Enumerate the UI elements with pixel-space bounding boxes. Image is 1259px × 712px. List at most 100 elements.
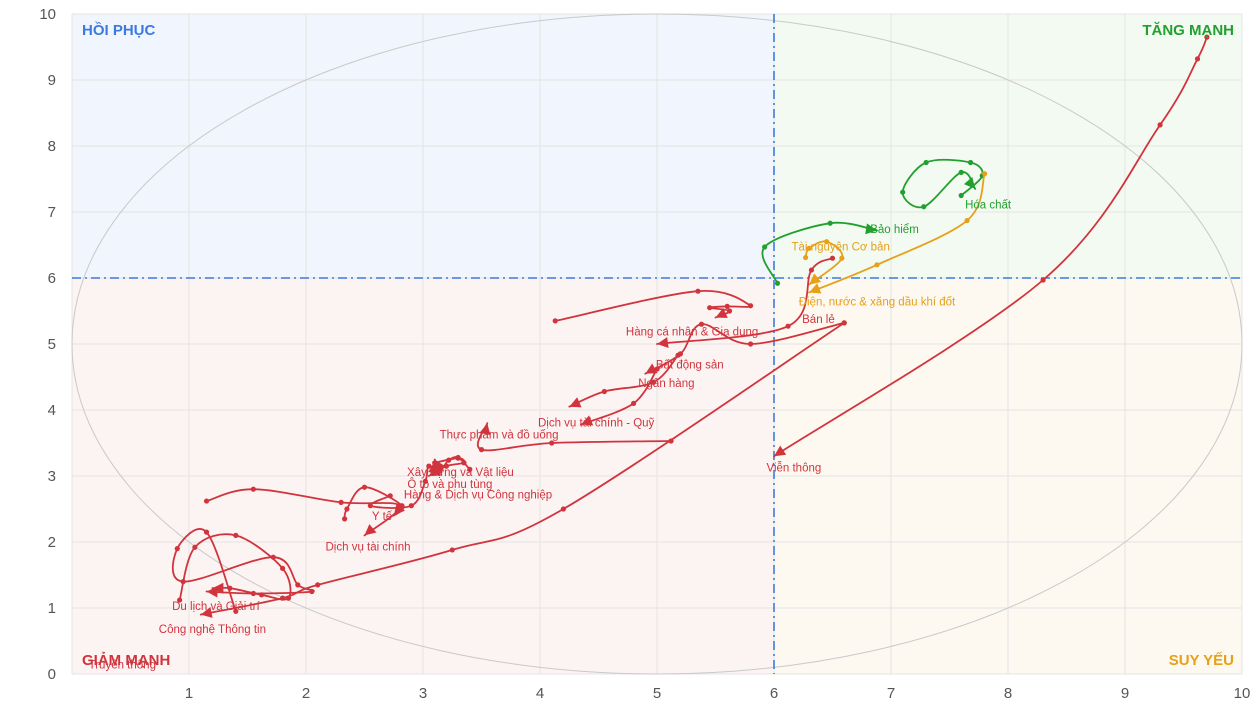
series-label-vien-thong: Viễn thông: [766, 461, 821, 474]
data-point-truyen-thong: [250, 590, 256, 597]
x-tick-label: 7: [887, 685, 895, 702]
y-tick-label: 8: [48, 138, 56, 155]
arrow-head-dien-nuoc-xang-dau-khi-dot: [809, 273, 822, 285]
data-point-hang-ca-nhan-gia-dung: [552, 318, 558, 324]
series-dien-nuoc-xang-dau-khi-dot: [802, 239, 845, 286]
data-point-dich-vu-tai-chinh: [338, 499, 344, 505]
series-tai-nguyen-co-ban: [808, 171, 988, 294]
data-point-tai-nguyen-co-ban: [964, 217, 970, 224]
y-tick-label: 1: [48, 600, 56, 617]
data-point-hoa-chat: [900, 189, 906, 195]
data-point-ngan-hang: [601, 388, 607, 395]
data-point-hang-ca-nhan-gia-dung: [707, 305, 713, 311]
data-point-hang-dich-vu-cong-nghiep: [408, 503, 414, 509]
series-label-dich-vu-tai-chinh-quy: Dịch vụ tài chính - Quỹ: [538, 418, 655, 430]
arrow-head-hoa-chat: [963, 176, 976, 189]
data-point-truyen-thong: [295, 582, 301, 588]
series-label-o-to-va-phu-tung: Ô tô và phụ tùng: [407, 478, 492, 491]
data-point-y-te: [342, 516, 348, 522]
series-label-du-lich-va-giai-tri: Du lịch và Giải trí: [172, 601, 260, 613]
quadrant-label-bottom-left: GIẢM MẠNH: [82, 652, 170, 669]
axis-ticks: 1 2 3 4 5 6 7 8 9 10 0 1 2 3 4 5 6 7 8 9 10: [39, 6, 1250, 702]
series-label-thuc-pham-va-do-uong: Thực phẩm và đồ uống: [440, 429, 559, 441]
series-label-dich-vu-tai-chinh: Dịch vụ tài chính: [326, 542, 411, 554]
quadrant-labels: HỒI PHỤC TĂNG MẠNH GIẢM MẠNH SUY YẾU: [82, 21, 1234, 669]
series-dich-vu-tai-chinh-quy: [580, 366, 660, 426]
y-tick-label: 0: [48, 666, 56, 683]
data-point-hang-ca-nhan-gia-dung: [726, 308, 733, 314]
series-label-bao-hiem: Bảo hiểm: [870, 224, 919, 236]
data-point-bat-dong-san: [748, 341, 754, 347]
arrow-head-bat-dong-san: [645, 363, 658, 374]
series-ngan-hang: [568, 352, 681, 408]
data-point-hoa-chat: [958, 169, 964, 175]
x-tick-label: 2: [302, 685, 310, 702]
data-point-hang-dich-vu-cong-nghiep: [422, 478, 428, 484]
data-point-dich-vu-tai-chinh-quy: [631, 400, 637, 406]
data-point-cong-nghe-thong-tin: [280, 595, 286, 601]
data-point-bat-dong-san: [698, 321, 705, 327]
data-point-du-lich-va-giai-tri: [280, 565, 286, 572]
series-label-hoa-chat: Hóa chất: [965, 200, 1012, 212]
y-tick-label: 9: [48, 72, 56, 89]
y-tick-label: 2: [48, 534, 56, 551]
data-point-bao-hiem: [827, 220, 833, 226]
data-point-dien-nuoc-xang-dau-khi-dot: [839, 255, 845, 261]
x-tick-label: 8: [1004, 685, 1012, 702]
data-point-hang-ca-nhan-gia-dung: [748, 303, 754, 309]
data-point-ban-le: [785, 323, 791, 329]
data-point-o-to-va-phu-tung: [461, 460, 467, 466]
data-point-dich-vu-tai-chinh: [203, 498, 210, 504]
series-label-y-te: Y tế: [372, 511, 393, 523]
x-tick-label: 1: [185, 685, 193, 702]
y-tick-label: 6: [48, 270, 56, 287]
data-point-y-te: [361, 484, 368, 490]
data-point-truyen-thong: [203, 529, 210, 535]
data-point-cong-nghe-thong-tin: [560, 506, 567, 512]
data-point-dich-vu-tai-chinh: [250, 486, 256, 492]
series-label-bat-dong-san: Bất động sản: [656, 359, 724, 371]
data-point-truyen-thong: [233, 608, 239, 614]
data-point-ban-le: [829, 255, 836, 261]
arrow-head-du-lich-va-giai-tri: [212, 582, 224, 594]
y-tick-label: 10: [39, 6, 56, 23]
data-point-tai-nguyen-co-ban: [874, 262, 880, 268]
arrow-head-ban-le: [657, 337, 669, 348]
series-label-xay-dung-va-vat-lieu: Xây dựng và Vật liệu: [407, 467, 514, 479]
arrow-head-thuc-pham-va-do-uong: [479, 423, 491, 436]
data-point-cong-nghe-thong-tin: [315, 582, 321, 588]
x-tick-label: 4: [536, 685, 544, 702]
series-ban-le: [656, 255, 836, 348]
series-hang-ca-nhan-gia-dung: [552, 288, 754, 324]
data-point-tai-nguyen-co-ban: [982, 171, 988, 177]
data-point-dien-nuoc-xang-dau-khi-dot: [824, 239, 830, 245]
data-point-hoa-chat: [921, 204, 927, 210]
data-point-o-to-va-phu-tung: [443, 463, 449, 469]
x-tick-label: 6: [770, 685, 778, 702]
series-label-hang-ca-nhan-gia-dung: Hàng cá nhân & Gia dụng: [626, 326, 758, 338]
series-label-ban-le: Bán lẻ: [802, 314, 835, 326]
series-label-hang-dich-vu-cong-nghiep: Hàng & Dịch vụ Công nghiệp: [404, 489, 552, 501]
series-line-bao-hiem: [761, 221, 878, 285]
series-line-tai-nguyen-co-ban: [808, 172, 986, 294]
series-truyen-thong: [171, 528, 315, 614]
data-point-truyen-thong: [309, 588, 315, 595]
arrow-head-tai-nguyen-co-ban: [809, 283, 822, 294]
series-label-tai-nguyen-co-ban: Tài nguyên Cơ bản: [792, 241, 890, 253]
arrow-head-bao-hiem: [865, 223, 877, 235]
data-point-truyen-thong: [180, 579, 186, 585]
data-point-hang-dich-vu-cong-nghiep: [367, 503, 373, 509]
data-point-ngan-hang: [650, 379, 657, 385]
series-label-cong-nghe-thong-tin: Công nghệ Thông tin: [159, 624, 266, 636]
y-tick-label: 3: [48, 468, 56, 485]
series-line-thuc-pham-va-do-uong: [476, 422, 672, 452]
data-point-cong-nghe-thong-tin: [449, 547, 455, 553]
data-point-hang-dich-vu-cong-nghiep: [426, 463, 432, 469]
arrow-head-ngan-hang: [569, 397, 582, 408]
data-point-dich-vu-tai-chinh: [397, 503, 403, 509]
data-point-bao-hiem: [774, 280, 781, 286]
data-point-truyen-thong: [174, 546, 180, 552]
data-point-du-lich-va-giai-tri: [233, 532, 239, 539]
series-bao-hiem: [761, 220, 878, 286]
